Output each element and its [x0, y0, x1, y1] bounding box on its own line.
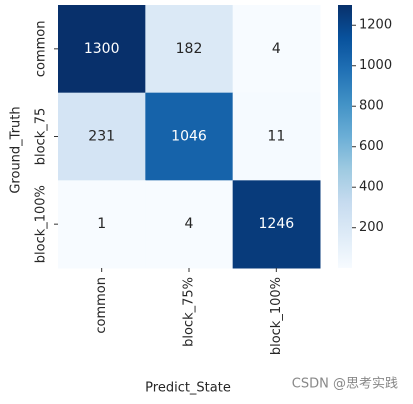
- x-tick-label: common: [94, 277, 109, 334]
- cell: [58, 180, 146, 269]
- colorbar-tick-label: 800: [359, 99, 384, 114]
- cell: [232, 180, 321, 269]
- cell-label: 231: [88, 129, 115, 145]
- cell-label: 1300: [84, 41, 120, 57]
- cell-label: 1046: [171, 129, 207, 145]
- y-axis-label: Ground_Truth: [9, 106, 24, 193]
- colorbar-tick-label: 1000: [359, 58, 392, 73]
- cell-label: 4: [185, 216, 194, 232]
- colorbar-tick-label: 200: [359, 220, 384, 235]
- x-axis-label: Predict_State: [145, 381, 231, 396]
- watermark: CSDN @思考实践: [292, 377, 398, 392]
- colorbar-tick-label: 600: [359, 139, 384, 154]
- colorbar: [338, 5, 352, 268]
- y-tick-label: common: [34, 21, 49, 78]
- cell: [232, 5, 321, 94]
- cell-label: 1246: [259, 216, 295, 232]
- cell-label: 1: [97, 216, 106, 232]
- y-tick-label: block_100%: [34, 185, 49, 263]
- cell: [58, 5, 146, 94]
- y-tick-label: block_75: [34, 108, 49, 166]
- colorbar-tick-label: 1200: [359, 18, 392, 33]
- cell: [58, 92, 146, 181]
- x-tick-label: block_100%: [269, 277, 284, 355]
- cell-label: 4: [272, 41, 281, 57]
- colorbar-tick-label: 400: [359, 180, 384, 195]
- cell-label: 11: [267, 129, 285, 145]
- cell: [145, 5, 234, 94]
- cell: [145, 92, 234, 181]
- cell-label: 182: [176, 41, 203, 57]
- x-tick-label: block_75%: [182, 277, 197, 347]
- cell: [232, 92, 321, 181]
- cell: [145, 180, 234, 269]
